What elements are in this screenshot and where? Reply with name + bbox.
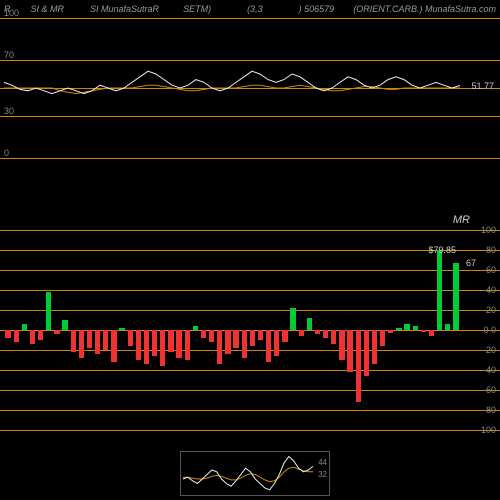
mini-svg bbox=[181, 452, 331, 497]
mr-bar bbox=[404, 324, 409, 330]
mr-bar bbox=[388, 330, 393, 333]
mr-bar bbox=[274, 330, 279, 356]
axis-label: 60 bbox=[486, 265, 496, 275]
hdr-f: ) 506579 bbox=[299, 4, 335, 14]
mr-bar bbox=[396, 328, 401, 330]
axis-label: -20 bbox=[483, 345, 496, 355]
mr-bar bbox=[185, 330, 190, 360]
mr-bar bbox=[413, 326, 418, 330]
axis-label: 100 bbox=[481, 225, 496, 235]
mr-bar bbox=[315, 330, 320, 334]
grid-line bbox=[0, 270, 500, 271]
mr-bar bbox=[103, 330, 108, 350]
mr-bar bbox=[217, 330, 222, 364]
mr-bar bbox=[95, 330, 100, 354]
grid-line bbox=[0, 250, 500, 251]
mr-bar bbox=[136, 330, 141, 360]
mr-bar bbox=[54, 330, 59, 334]
mini-end-label: 32 bbox=[318, 470, 327, 479]
mr-bar bbox=[266, 330, 271, 362]
mr-bar bbox=[437, 250, 442, 330]
mr-bar bbox=[38, 330, 43, 340]
axis-label: 80 bbox=[486, 245, 496, 255]
axis-label: -100 bbox=[478, 425, 496, 435]
mr-bar bbox=[144, 330, 149, 364]
grid-line bbox=[0, 370, 500, 371]
mr-bar bbox=[331, 330, 336, 344]
mr-bar bbox=[445, 324, 450, 330]
grid-line bbox=[0, 390, 500, 391]
axis-label: -80 bbox=[483, 405, 496, 415]
mr-bar bbox=[176, 330, 181, 358]
mr-bar bbox=[372, 330, 377, 364]
mr-bar bbox=[79, 330, 84, 358]
mr-bar bbox=[347, 330, 352, 372]
mini-end-label: 44 bbox=[318, 458, 327, 467]
mr-bar bbox=[356, 330, 361, 402]
mr-bar bbox=[380, 330, 385, 346]
rsi-svg bbox=[0, 18, 500, 158]
mr-bar bbox=[111, 330, 116, 362]
mr-bar bbox=[323, 330, 328, 338]
mr-bar bbox=[168, 330, 173, 352]
mr-bar bbox=[421, 330, 426, 332]
mr-bar bbox=[46, 292, 51, 330]
mr-bar bbox=[22, 324, 27, 330]
grid-line bbox=[0, 290, 500, 291]
mr-bar bbox=[299, 330, 304, 336]
mr-end-tag: 67 bbox=[466, 258, 476, 268]
axis-label: 0 0 bbox=[483, 325, 496, 335]
grid-line bbox=[0, 410, 500, 411]
mr-bar bbox=[30, 330, 35, 344]
mr-bar bbox=[209, 330, 214, 342]
mr-bar bbox=[225, 330, 230, 354]
hdr-g: (ORIENT.CARB.) MunafaSutra.com bbox=[353, 4, 496, 14]
grid-line bbox=[0, 430, 500, 431]
mr-bar bbox=[258, 330, 263, 340]
mr-bar bbox=[282, 330, 287, 342]
mr-bar bbox=[119, 328, 124, 330]
mr-bar bbox=[193, 326, 198, 330]
mr-label: MR bbox=[453, 214, 470, 226]
mr-bar bbox=[339, 330, 344, 360]
rsi-end-label: 51.77 bbox=[471, 81, 494, 91]
mr-bar-chart: 100806040200 0-20-40-60-80-100$79.8567 bbox=[0, 230, 500, 430]
mid-gap: MR bbox=[0, 158, 500, 230]
mr-bar bbox=[233, 330, 238, 348]
mr-bar bbox=[307, 318, 312, 330]
hdr-e: (3,3 bbox=[247, 4, 263, 14]
mr-bar bbox=[152, 330, 157, 356]
mr-bar bbox=[160, 330, 165, 366]
mr-bar bbox=[201, 330, 206, 338]
axis-label: -60 bbox=[483, 385, 496, 395]
hdr-d: SETM) bbox=[183, 4, 211, 14]
grid-line bbox=[0, 310, 500, 311]
mr-bar bbox=[290, 308, 295, 330]
mr-bar bbox=[242, 330, 247, 358]
mr-bar bbox=[429, 330, 434, 336]
grid-line bbox=[0, 230, 500, 231]
axis-label: 40 bbox=[486, 285, 496, 295]
mr-bar bbox=[62, 320, 67, 330]
mr-bar bbox=[128, 330, 133, 346]
mr-bar bbox=[14, 330, 19, 342]
axis-label: 100 bbox=[4, 8, 19, 18]
mr-bar bbox=[87, 330, 92, 348]
mr-bar bbox=[453, 263, 458, 330]
axis-label: -40 bbox=[483, 365, 496, 375]
axis-label: 20 bbox=[486, 305, 496, 315]
chart-header: R SI & MR SI MunafaSutraR SETM) (3,3 ) 5… bbox=[0, 0, 500, 18]
mini-chart: 4432 bbox=[180, 451, 330, 496]
rsi-chart: 1007030051.77 bbox=[0, 18, 500, 158]
mr-bar bbox=[71, 330, 76, 352]
mr-bar bbox=[5, 330, 10, 338]
hdr-c: SI MunafaSutraR bbox=[90, 4, 159, 14]
mr-bar bbox=[250, 330, 255, 346]
hdr-b: SI & MR bbox=[31, 4, 65, 14]
price-tag: $79.85 bbox=[428, 245, 456, 255]
mr-bar bbox=[364, 330, 369, 376]
